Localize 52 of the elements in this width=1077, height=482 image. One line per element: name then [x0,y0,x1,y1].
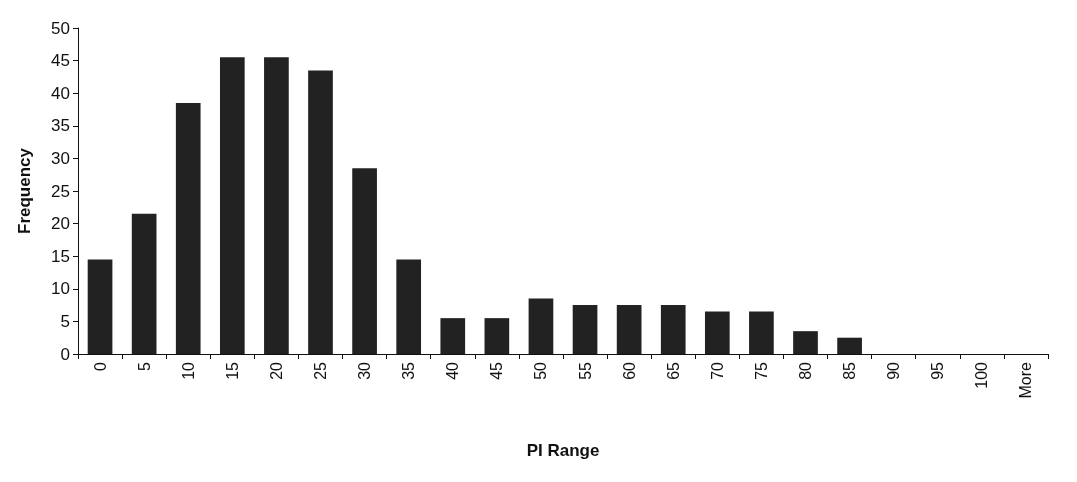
bar [572,305,598,354]
x-tick-label: 50 [532,361,550,380]
bar [352,168,377,354]
bar [484,318,510,354]
bar [793,331,818,354]
bar [396,259,422,354]
x-tick-label: 25 [312,361,329,380]
x-tick-label: 35 [400,361,418,380]
x-tick-label: 20 [267,361,285,380]
x-tick-label: 100 [973,361,991,389]
y-tick-label: 10 [51,279,70,299]
x-tick-label: 15 [223,361,241,380]
y-tick-label: 15 [51,246,70,266]
bar [87,259,113,354]
x-tick-label: 75 [752,361,770,380]
bar [264,57,289,354]
x-tick-label: 70 [708,361,726,380]
bar [528,298,554,354]
x-tick-label: 45 [488,361,506,380]
y-tick-label: 35 [51,116,70,136]
y-tick-label: 20 [51,214,70,234]
x-tick-label: 10 [179,361,197,380]
y-tick-label: 50 [51,18,70,38]
x-tick-label: 90 [885,361,903,380]
y-tick-label: 5 [60,311,70,331]
bar [660,305,686,354]
x-axis-title: PI Range [526,441,600,460]
x-tick-label: 95 [929,361,947,380]
y-axis-title: Frequency [15,147,34,234]
bar [175,102,201,354]
x-tick-label: More [1017,361,1035,399]
bar [219,57,245,354]
bar [308,70,333,354]
x-tick-label: 60 [620,361,638,380]
x-tick-label: 30 [356,361,374,380]
x-tick-label: 0 [91,361,109,371]
x-tick-label: 55 [576,361,594,380]
x-tick-label: 5 [135,361,153,371]
y-tick-label: 30 [51,148,70,168]
y-tick-label: 40 [51,83,70,103]
bar [616,305,642,354]
x-tick-label: 80 [797,361,814,380]
bar [131,213,157,354]
x-tick-label: 40 [444,361,462,380]
x-tick-label: 85 [841,361,859,380]
x-tick-label: 65 [664,361,682,380]
bar [704,311,730,354]
bar [440,318,466,354]
bar [749,311,774,354]
y-tick-label: 25 [51,181,70,201]
y-tick-label: 45 [51,51,70,71]
bar [837,337,862,354]
